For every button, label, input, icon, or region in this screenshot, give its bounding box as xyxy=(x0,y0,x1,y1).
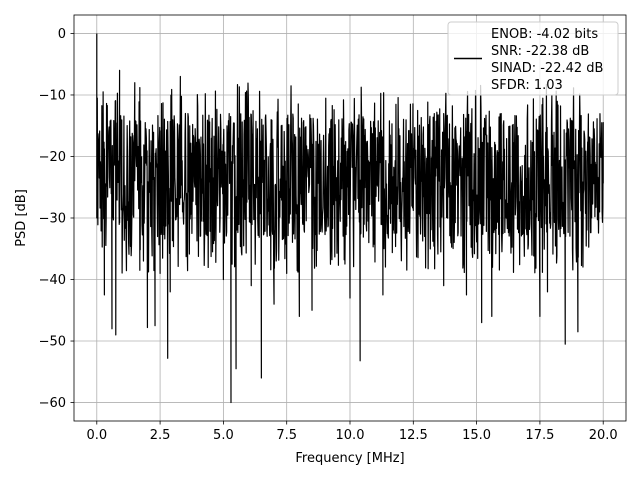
y-tick-label: −10 xyxy=(39,88,66,103)
x-tick-label: 10.0 xyxy=(336,428,365,443)
legend-entry-line: SINAD: -22.42 dB xyxy=(491,61,603,76)
x-tick-label: 0.0 xyxy=(86,428,107,443)
y-axis-ticks: 0 −10 −20 −30 −40 −50 −60 xyxy=(39,27,74,411)
x-tick-label: 2.5 xyxy=(150,428,171,443)
legend-entry-line: SNR: -22.38 dB xyxy=(491,44,589,59)
y-tick-label: 0 xyxy=(58,27,66,42)
y-tick-label: −40 xyxy=(39,273,66,288)
legend: ENOB: -4.02 bits SNR: -22.38 dB SINAD: -22… xyxy=(447,21,619,96)
y-tick-label: −20 xyxy=(39,150,66,165)
y-tick-label: −60 xyxy=(39,396,66,411)
legend-entry-line: ENOB: -4.02 bits xyxy=(491,27,598,42)
y-tick-label: −50 xyxy=(39,335,66,350)
x-axis-title: Frequency [MHz] xyxy=(295,451,404,466)
x-tick-label: 5.0 xyxy=(213,428,234,443)
x-tick-label: 7.5 xyxy=(276,428,297,443)
x-tick-label: 20.0 xyxy=(589,428,618,443)
legend-box xyxy=(447,21,619,96)
y-tick-label: −30 xyxy=(39,212,66,227)
x-tick-label: 12.5 xyxy=(399,428,428,443)
y-axis-title: PSD [dB] xyxy=(14,189,29,247)
psd-line xyxy=(96,33,604,404)
psd-series xyxy=(96,33,604,404)
legend-entry-line: SFDR: 1.03 xyxy=(491,78,563,93)
x-tick-label: 17.5 xyxy=(525,428,554,443)
x-axis-ticks: 0.0 2.5 5.0 7.5 10.0 12.5 15.0 17.5 20.0 xyxy=(86,421,618,443)
x-tick-label: 15.0 xyxy=(462,428,491,443)
